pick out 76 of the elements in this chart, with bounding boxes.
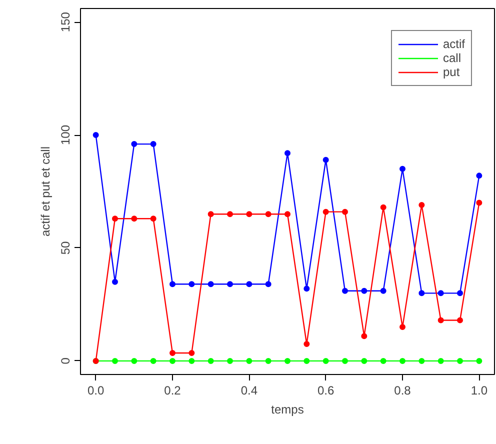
y-tick-label: 50 <box>58 240 72 255</box>
point <box>476 358 482 364</box>
point <box>170 281 176 288</box>
point <box>246 211 252 218</box>
point <box>380 288 386 294</box>
point <box>322 358 329 364</box>
point <box>112 358 118 364</box>
point <box>265 358 272 364</box>
point <box>246 358 252 364</box>
point <box>322 208 329 215</box>
legend-label: put <box>442 65 461 79</box>
point <box>342 288 348 294</box>
point <box>227 358 233 364</box>
point <box>342 358 348 364</box>
point <box>304 341 310 347</box>
point <box>342 208 348 215</box>
point <box>418 290 425 296</box>
point <box>227 281 233 288</box>
point <box>438 290 444 296</box>
point <box>438 358 444 364</box>
y-tick-label: 150 <box>58 12 72 32</box>
point <box>380 204 386 210</box>
point <box>457 290 463 296</box>
x-tick-label: 0.8 <box>394 384 412 398</box>
point <box>304 358 310 364</box>
point <box>265 281 272 288</box>
point <box>380 358 386 364</box>
point <box>92 132 99 138</box>
point <box>457 317 463 324</box>
point <box>131 216 138 222</box>
point <box>361 288 368 294</box>
point <box>400 358 406 364</box>
point <box>112 278 118 285</box>
point <box>112 216 118 222</box>
point <box>131 141 138 148</box>
x-tick-label: 0.6 <box>317 384 334 398</box>
x-tick-label: 1.0 <box>470 384 488 398</box>
point <box>246 281 252 288</box>
point <box>418 358 425 364</box>
point <box>131 358 138 364</box>
x-tick-label: 0.4 <box>240 384 258 398</box>
point <box>150 358 156 364</box>
y-axis-title: actif et put et call <box>38 146 52 237</box>
point <box>170 358 176 364</box>
legend-label: call <box>442 51 462 65</box>
point <box>457 358 463 364</box>
point <box>304 286 310 292</box>
point <box>400 166 406 172</box>
point <box>361 333 368 340</box>
point <box>170 350 176 356</box>
point <box>322 156 329 163</box>
legend-label: actif <box>442 37 465 51</box>
point <box>188 350 195 356</box>
x-tick-label: 0.0 <box>87 384 104 398</box>
point <box>188 358 195 364</box>
x-axis-title: temps <box>271 402 304 416</box>
point <box>284 211 290 218</box>
point <box>418 202 425 208</box>
y-tick-label: 0 <box>58 357 72 364</box>
point <box>284 150 290 156</box>
point <box>361 358 368 364</box>
x-tick-label: 0.2 <box>164 384 182 398</box>
point <box>208 211 214 218</box>
point <box>438 317 444 324</box>
point <box>227 211 233 218</box>
point <box>208 281 214 288</box>
point <box>400 324 406 330</box>
point <box>208 358 214 364</box>
point <box>265 211 272 218</box>
point <box>476 200 482 206</box>
y-tick-label: 100 <box>58 124 72 146</box>
point <box>188 281 195 288</box>
point <box>284 358 290 364</box>
point <box>476 172 482 179</box>
point <box>150 141 156 148</box>
point <box>150 216 156 222</box>
